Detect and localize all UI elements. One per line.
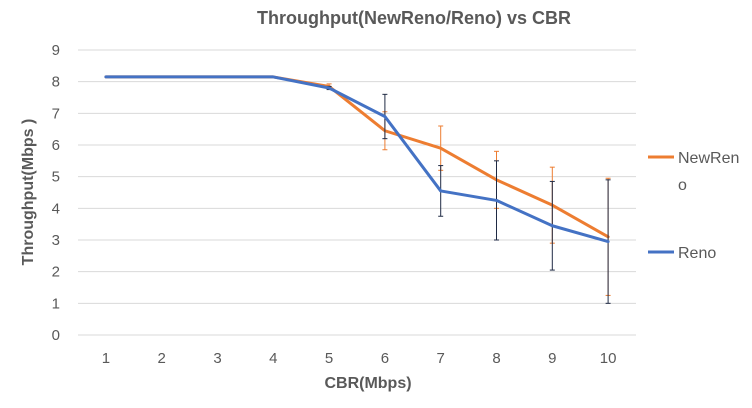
x-tick-label: 6 — [381, 350, 389, 367]
y-tick-label: 5 — [52, 169, 60, 186]
series-reno — [104, 75, 611, 304]
y-tick-label: 0 — [52, 327, 60, 344]
x-tick-label: 1 — [102, 350, 110, 367]
y-tick-label: 9 — [52, 42, 60, 59]
y-tick-label: 6 — [52, 137, 60, 154]
y-axis-title: Throughput(Mbps ) — [20, 119, 37, 266]
gridlines — [78, 49, 636, 336]
y-tick-label: 2 — [52, 264, 60, 281]
legend-item: NewRen o — [648, 150, 739, 194]
x-axis-ticks: 1 2 3 4 5 6 7 8 9 10 — [102, 350, 617, 367]
x-axis-title: CBR(Mbps) — [324, 375, 411, 392]
x-tick-label: 7 — [437, 350, 445, 367]
legend-item: Reno — [648, 245, 716, 262]
x-tick-label: 9 — [548, 350, 556, 367]
legend: NewRen o Reno — [648, 150, 739, 262]
series-layer — [104, 75, 611, 304]
x-tick-label: 8 — [492, 350, 500, 367]
series-line — [104, 75, 610, 244]
series-newreno — [104, 75, 611, 296]
legend-label: NewRen o — [678, 150, 739, 194]
x-tick-label: 5 — [325, 350, 333, 367]
y-tick-label: 1 — [52, 295, 60, 312]
x-tick-label: 10 — [600, 350, 617, 367]
legend-label: Reno — [678, 245, 716, 262]
x-tick-label: 3 — [213, 350, 221, 367]
y-tick-label: 7 — [52, 105, 60, 122]
y-tick-label: 4 — [52, 200, 60, 217]
x-tick-label: 2 — [158, 350, 166, 367]
y-tick-label: 3 — [52, 232, 60, 249]
x-tick-label: 4 — [269, 350, 277, 367]
y-tick-label: 8 — [52, 74, 60, 91]
y-axis-ticks: 0 1 2 3 4 5 6 7 8 9 — [52, 42, 60, 344]
chart-title: Throughput(NewReno/Reno) vs CBR — [257, 8, 571, 28]
